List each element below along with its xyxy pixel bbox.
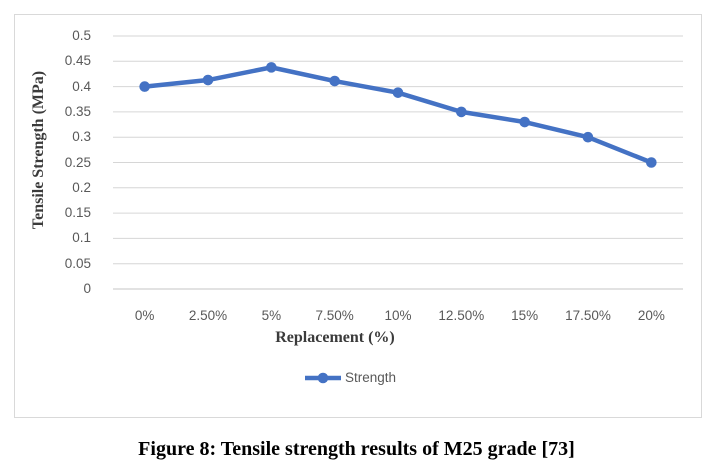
- y-tick-label: 0.25: [64, 154, 91, 170]
- y-tick-label: 0.45: [64, 53, 91, 69]
- x-axis-title: Replacement (%): [275, 329, 395, 346]
- y-tick-label: 0.2: [72, 179, 91, 195]
- x-tick-label: 12.50%: [438, 308, 485, 323]
- data-point-marker: [519, 116, 530, 128]
- y-tick-label: 0: [83, 281, 91, 296]
- y-tick-label: 0.35: [64, 103, 91, 119]
- chart-legend: Strength: [15, 370, 685, 385]
- data-point-marker: [139, 81, 150, 92]
- legend-line-marker-icon: [304, 372, 341, 383]
- y-tick-label: 0.1: [72, 230, 91, 246]
- data-point-marker: [646, 157, 657, 168]
- x-tick-label: 15%: [511, 308, 539, 323]
- y-tick-label: 0.4: [72, 78, 91, 94]
- y-tick-label: 0.3: [72, 129, 91, 145]
- x-tick-label: 0%: [134, 308, 155, 323]
- data-point-marker: [456, 106, 467, 118]
- x-tick-label: 7.50%: [315, 308, 354, 323]
- data-point-marker: [582, 131, 594, 143]
- y-axis-title: Tensile Strength (MPa): [30, 70, 47, 230]
- y-tick-label: 0.5: [72, 28, 91, 43]
- y-tick-label: 0.05: [64, 255, 91, 271]
- x-tick-label: 10%: [384, 308, 412, 323]
- x-tick-label: 20%: [637, 308, 665, 323]
- data-point-marker: [202, 74, 214, 86]
- data-point-marker: [392, 87, 404, 98]
- line-plot-canvas: [113, 35, 683, 290]
- data-point-marker: [329, 75, 340, 87]
- y-tick-label: 0.15: [64, 205, 91, 221]
- strength-line-series: [142, 65, 654, 165]
- x-tick-label: 17.50%: [565, 308, 611, 323]
- legend-series-label: Strength: [344, 370, 397, 385]
- tensile-strength-chart: 0 0.05 0.1 0.15 0.2 0.25 0.3 0.35 0.4 0.45 0.5 0% 2…: [14, 14, 702, 418]
- x-tick-label: 5%: [261, 308, 282, 323]
- x-tick-label: 2.50%: [188, 308, 228, 323]
- data-point-marker: [266, 62, 277, 73]
- figure-caption: Figure 8: Tensile strength results of M2…: [138, 438, 575, 460]
